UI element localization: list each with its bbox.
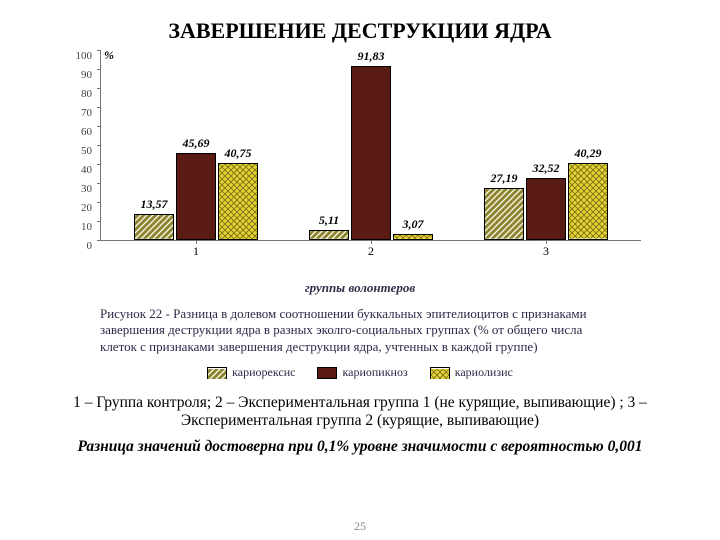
legend-label: кариопикноз bbox=[342, 365, 407, 379]
y-tick: 90 bbox=[81, 69, 92, 81]
bar-value-label: 3,07 bbox=[388, 217, 438, 232]
bar-group: 27,1932,5240,29 bbox=[466, 50, 626, 240]
y-tick: 20 bbox=[81, 202, 92, 214]
swatch-yellow-icon bbox=[430, 367, 450, 379]
x-tick: 2 bbox=[291, 244, 451, 259]
bar bbox=[309, 230, 349, 240]
legend: кариорексис кариопикноз кариолизис bbox=[30, 365, 690, 380]
significance-note: Разница значений достоверна при 0,1% уро… bbox=[30, 438, 690, 456]
bar-value-label: 40,29 bbox=[563, 146, 613, 161]
y-axis: 0102030405060708090100 bbox=[60, 50, 96, 240]
y-tick: 80 bbox=[81, 88, 92, 100]
y-tick: 100 bbox=[76, 50, 93, 62]
legend-item: кариорексис bbox=[207, 365, 295, 380]
groups-note: 1 – Группа контроля; 2 – Экспериментальн… bbox=[30, 394, 690, 430]
page-number: 25 bbox=[0, 519, 720, 534]
bar bbox=[176, 153, 216, 240]
legend-item: кариопикноз bbox=[317, 365, 407, 380]
bar bbox=[568, 163, 608, 240]
legend-label: кариорексис bbox=[232, 365, 295, 379]
y-tick: 40 bbox=[81, 164, 92, 176]
x-tick: 1 bbox=[116, 244, 276, 259]
bar-value-label: 5,11 bbox=[304, 213, 354, 228]
chart-container: % 0102030405060708090100 13,5745,6940,75… bbox=[60, 50, 660, 296]
bar-group: 13,5745,6940,75 bbox=[116, 50, 276, 240]
y-tick: 10 bbox=[81, 221, 92, 233]
bar-group: 5,11 91,83 3,07 bbox=[291, 50, 451, 240]
plot-area: 13,5745,6940,7515,1191,833,07227,1932,52… bbox=[100, 50, 641, 241]
bar bbox=[393, 234, 433, 240]
bar bbox=[484, 188, 524, 240]
y-tick: 70 bbox=[81, 107, 92, 119]
bar bbox=[351, 66, 391, 240]
swatch-olive-icon bbox=[207, 367, 227, 379]
page-title: ЗАВЕРШЕНИЕ ДЕСТРУКЦИИ ЯДРА bbox=[30, 18, 690, 44]
x-axis-label: группы волонтеров bbox=[60, 280, 660, 296]
bar-value-label: 13,57 bbox=[129, 197, 179, 212]
bar-value-label: 40,75 bbox=[213, 146, 263, 161]
y-tick: 60 bbox=[81, 126, 92, 138]
y-tick: 30 bbox=[81, 183, 92, 195]
figure-caption: Рисунок 22 - Разница в долевом соотношен… bbox=[100, 306, 620, 355]
bar bbox=[134, 214, 174, 240]
y-tick: 50 bbox=[81, 145, 92, 157]
legend-label: кариолизис bbox=[455, 365, 513, 379]
bar-chart: % 0102030405060708090100 13,5745,6940,75… bbox=[60, 50, 660, 260]
legend-item: кариолизис bbox=[430, 365, 513, 380]
y-tick: 0 bbox=[87, 240, 93, 252]
x-tick: 3 bbox=[466, 244, 626, 259]
bar-value-label: 32,52 bbox=[521, 161, 571, 176]
bar bbox=[526, 178, 566, 240]
bar-value-label: 91,83 bbox=[346, 49, 396, 64]
bar bbox=[218, 163, 258, 240]
swatch-maroon-icon bbox=[317, 367, 337, 379]
